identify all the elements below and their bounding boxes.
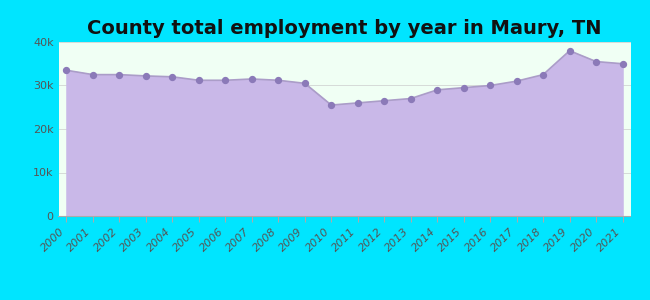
Point <box>591 59 601 64</box>
Point <box>167 74 177 79</box>
Point <box>432 87 443 92</box>
Point <box>220 78 231 83</box>
Point <box>300 81 310 86</box>
Point <box>194 78 204 83</box>
Point <box>538 72 549 77</box>
Point <box>379 98 389 103</box>
Point <box>352 100 363 105</box>
Point <box>273 78 283 83</box>
Point <box>458 85 469 90</box>
Title: County total employment by year in Maury, TN: County total employment by year in Maury… <box>87 19 602 38</box>
Point <box>618 61 628 66</box>
Point <box>140 74 151 78</box>
Point <box>61 68 72 73</box>
Point <box>326 103 337 107</box>
Point <box>406 96 416 101</box>
Point <box>88 72 98 77</box>
Point <box>246 76 257 81</box>
Point <box>114 72 125 77</box>
Point <box>564 48 575 53</box>
Point <box>485 83 495 88</box>
Point <box>512 79 522 83</box>
